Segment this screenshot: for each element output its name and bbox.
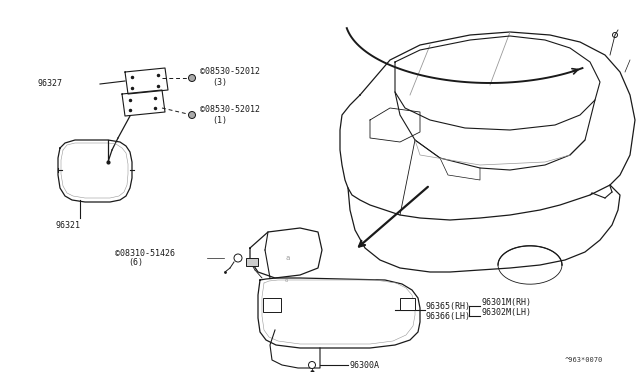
Text: 96321: 96321 [55, 221, 80, 230]
Bar [400, 298, 415, 310]
Text: o: o [285, 278, 288, 282]
Circle shape [189, 74, 195, 81]
Text: a: a [285, 255, 289, 261]
Text: 96365(RH): 96365(RH) [426, 301, 471, 311]
Text: ©08530-52012: ©08530-52012 [200, 67, 260, 77]
Bar [246, 258, 258, 266]
Text: (6): (6) [128, 259, 143, 267]
Text: (1): (1) [212, 115, 227, 125]
Circle shape [308, 362, 316, 369]
Text: 96300A: 96300A [350, 360, 380, 369]
Text: 96327: 96327 [38, 80, 63, 89]
Text: 96302M(LH): 96302M(LH) [481, 308, 531, 317]
Text: (3): (3) [212, 77, 227, 87]
Text: ^963*0070: ^963*0070 [565, 357, 604, 363]
Text: ©08530-52012: ©08530-52012 [200, 106, 260, 115]
Text: ©08310-51426: ©08310-51426 [115, 248, 175, 257]
Text: 96366(LH): 96366(LH) [426, 311, 471, 321]
Circle shape [234, 254, 242, 262]
Bar [263, 298, 281, 312]
Circle shape [189, 112, 195, 119]
Text: 96301M(RH): 96301M(RH) [481, 298, 531, 308]
